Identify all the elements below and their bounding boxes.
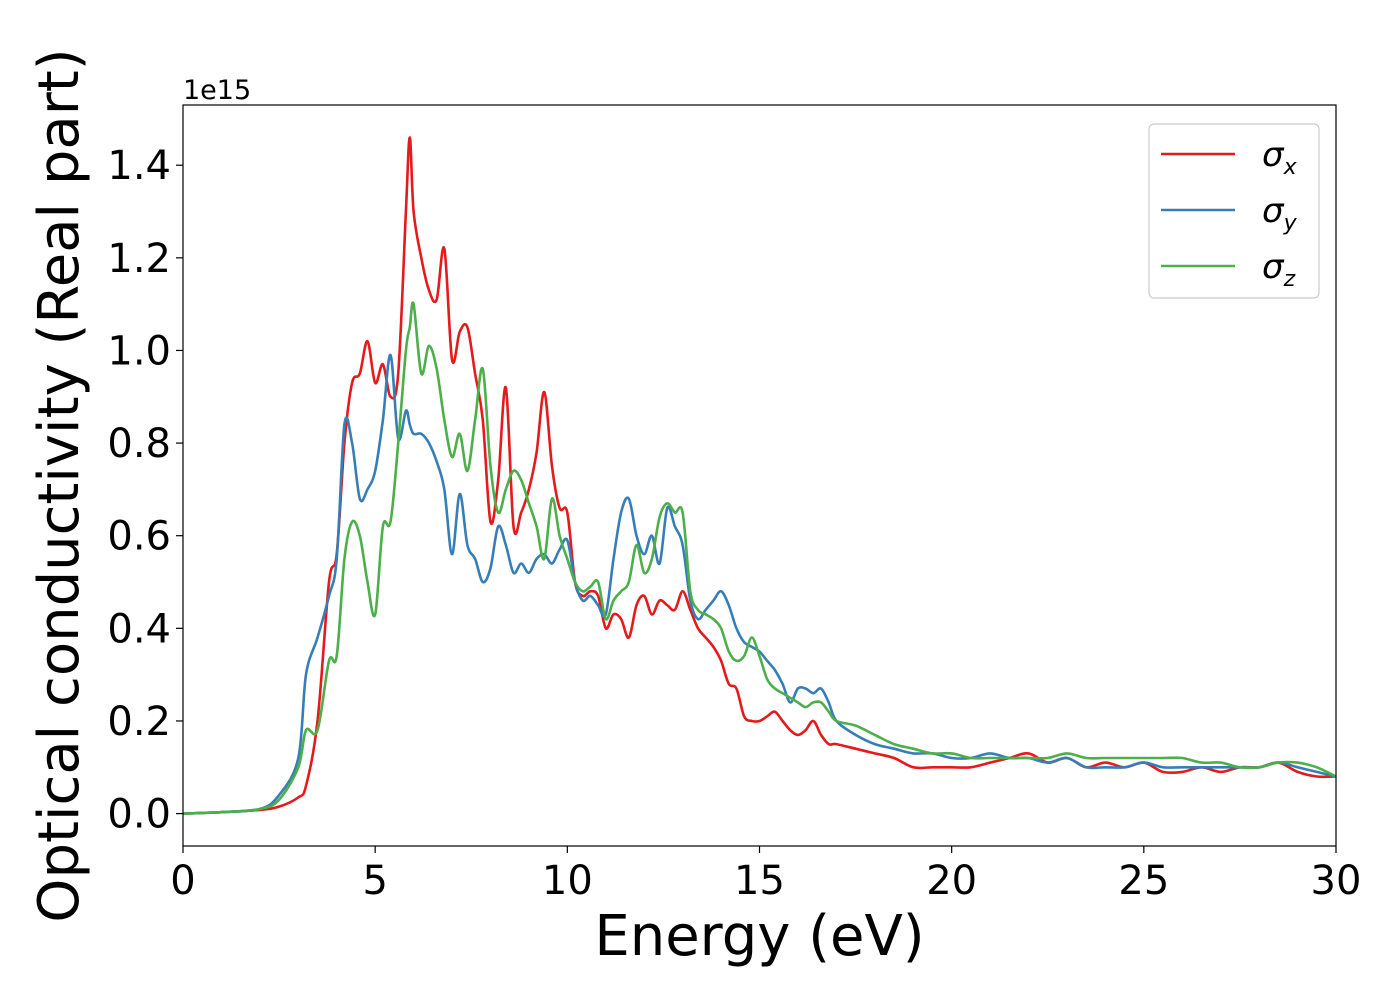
y-tick-label: 0.2 [107,699,171,745]
y-tick-label: 1.0 [107,328,171,374]
x-tick-label: 30 [1311,858,1362,904]
y-tick-label: 0.4 [107,606,171,652]
x-axis-title: Energy (eV) [594,904,924,969]
legend-label-x: σx [1262,135,1298,180]
y-tick-label: 0.6 [107,514,171,560]
x-tick-label: 10 [542,858,593,904]
series-layer [182,136,1337,815]
series-line-z [182,301,1337,815]
y-tick-label: 0.0 [107,792,171,838]
legend-label-z: σz [1262,247,1296,292]
x-axis: 0 5 10 15 20 25 30 [170,846,1361,904]
y-tick-label: 1.2 [107,236,171,282]
x-tick-label: 15 [734,858,785,904]
legend: σx σy σz [1148,123,1320,299]
x-tick-label: 5 [362,858,387,904]
x-tick-label: 25 [1118,858,1169,904]
y-offset-label: 1e15 [183,75,251,106]
y-axis: 0.0 0.2 0.4 0.6 0.8 1.0 1.2 1.4 [107,143,183,838]
x-tick-label: 0 [170,858,195,904]
y-tick-label: 1.4 [107,143,171,189]
legend-label-y: σy [1262,191,1298,236]
x-tick-label: 20 [926,858,977,904]
y-axis-title: Optical conductivity (Real part) [27,48,92,922]
y-tick-label: 0.8 [107,421,171,467]
